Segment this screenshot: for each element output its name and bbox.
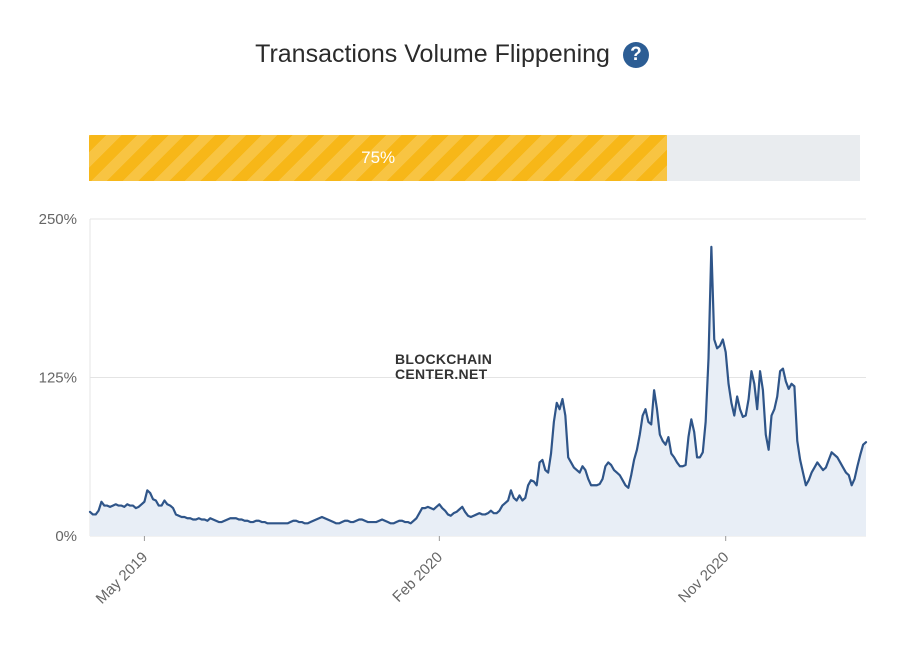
series-line (88, 245, 868, 525)
progress-label: 75% (361, 148, 396, 167)
chart-title-row: Transactions Volume Flippening ? (0, 40, 904, 69)
chart-title: Transactions Volume Flippening (255, 40, 610, 68)
x-tick-label: May 2019 (93, 549, 152, 608)
y-tick-label: 0% (55, 528, 77, 545)
x-tick-label: Nov 2020 (675, 549, 732, 606)
series-area (90, 246, 866, 536)
y-tick-label: 125% (39, 370, 77, 387)
watermark-line-2: CENTER.NET (395, 366, 488, 382)
progress-fill: 75% (89, 135, 668, 181)
watermark-line-1: BLOCKCHAIN (395, 351, 493, 367)
x-tick-label: Feb 2020 (389, 549, 446, 606)
y-tick-label: 250% (39, 211, 77, 228)
flippening-progress-bar: 75% (89, 135, 860, 181)
blockchaincenter-watermark: BLOCKCHAIN CENTER.NET (395, 352, 492, 382)
help-icon[interactable]: ? (622, 42, 649, 68)
